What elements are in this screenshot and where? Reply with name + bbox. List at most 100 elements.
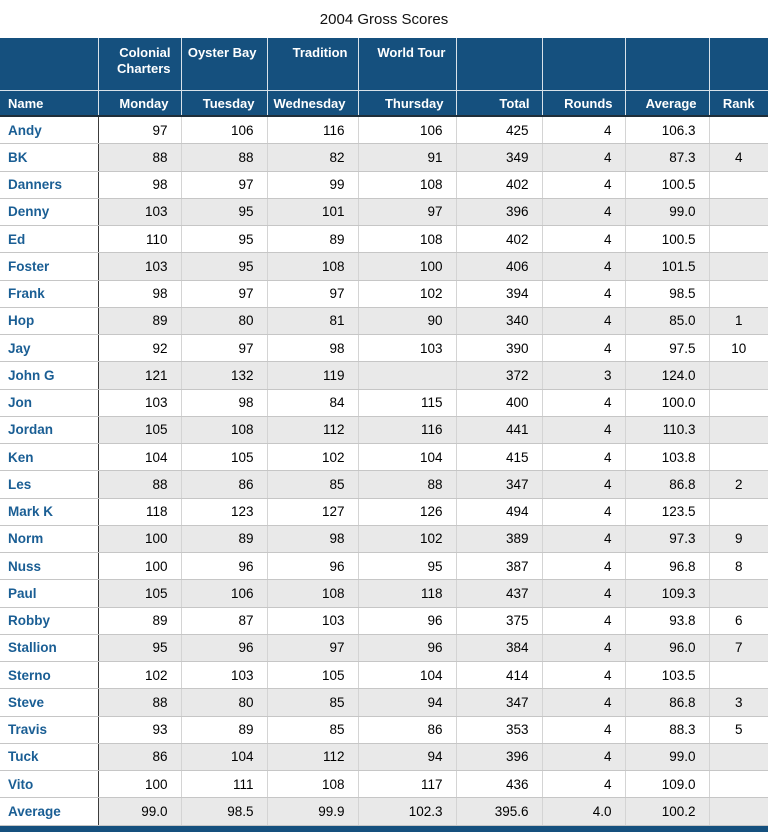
player-name-link[interactable]: Steve [0,688,99,717]
player-name-link[interactable]: John G [0,361,99,390]
player-name-link[interactable]: Danners [0,171,99,199]
average-value: 86.8 [625,688,710,717]
tuesday-value: 89 [181,716,268,744]
rank-value [709,579,768,608]
monday-value: 88 [98,688,182,717]
rounds-value: 4 [542,334,626,363]
blank-course-header [455,38,543,91]
monday-value: 88 [98,143,182,172]
player-name-link[interactable]: Ken [0,443,99,472]
column-header-name: Name [0,90,99,117]
player-name-link[interactable]: Hop [0,307,99,336]
average-value: 100.5 [625,171,710,199]
player-name-link[interactable]: BK [0,143,99,172]
total-value: 353 [456,716,543,744]
thursday-value: 102 [358,280,457,308]
total-value: 436 [456,770,543,799]
rank-value [709,116,768,145]
player-name-link[interactable]: Tuck [0,743,99,772]
column-header-wednesday: Wednesday [266,90,359,117]
monday-value: 121 [98,361,182,390]
rounds-value: 4 [542,498,626,526]
player-name-link[interactable]: Ed [0,225,99,254]
monday-value: 93 [98,716,182,744]
player-name-link[interactable]: Jon [0,389,99,417]
tuesday-value: 96 [181,634,268,663]
tuesday-value: 96 [181,552,268,581]
player-name-link[interactable]: Sterno [0,661,99,690]
player-row: Danners 98 97 99 108 402 4 100.5 [0,171,768,199]
tuesday-value: 80 [181,688,268,717]
total-value: 372 [456,361,543,390]
player-row: Nuss 100 96 96 95 387 4 96.8 8 [0,552,768,581]
rounds-value: 4 [542,525,626,554]
thursday-value: 106 [358,116,457,145]
total-value: 396 [456,743,543,772]
blank-course-header [541,38,626,91]
tuesday-value: 105 [181,443,268,472]
total-value: 402 [456,225,543,254]
player-name-link[interactable]: Stallion [0,634,99,663]
rounds-value: 4 [542,552,626,581]
monday-value: 100 [98,552,182,581]
rank-value [709,770,768,799]
player-name-link[interactable]: Paul [0,579,99,608]
player-name-link[interactable]: Vito [0,770,99,799]
player-row: Jordan 105 108 112 116 441 4 110.3 [0,416,768,445]
total-value: 414 [456,661,543,690]
rounds-value: 4 [542,661,626,690]
rounds-value: 4 [542,416,626,445]
player-row: John G 121 132 119 372 3 124.0 [0,361,768,390]
column-header-monday: Monday [97,90,182,117]
player-name-link[interactable]: Andy [0,116,99,145]
wednesday-value: 105 [267,661,359,690]
average-value: 109.0 [625,770,710,799]
player-row: Vito 100 111 108 117 436 4 109.0 [0,770,768,799]
player-name-link[interactable]: Norm [0,525,99,554]
tuesday-value: 80 [181,307,268,336]
thursday-value: 104 [358,443,457,472]
player-name-link[interactable]: Les [0,470,99,499]
wednesday-value: 85 [267,470,359,499]
player-name-link[interactable]: Robby [0,607,99,635]
average-value: 100.5 [625,225,710,254]
player-name-link[interactable]: Jordan [0,416,99,445]
rank-value [709,443,768,472]
course-header-oyster-bay: Oyster Bay [180,38,268,91]
player-name-link[interactable]: Frank [0,280,99,308]
player-name-link[interactable]: Nuss [0,552,99,581]
wednesday-value: 108 [267,579,359,608]
monday-value: 88 [98,470,182,499]
average-value: 86.8 [625,470,710,499]
player-row: Steve 88 80 85 94 347 4 86.8 3 [0,688,768,717]
player-row: Ken 104 105 102 104 415 4 103.8 [0,443,768,472]
rank-value [709,361,768,390]
player-row: Foster 103 95 108 100 406 4 101.5 [0,252,768,281]
thursday-value: 102 [358,525,457,554]
tuesday-value: 95 [181,225,268,254]
player-name-link[interactable]: Denny [0,198,99,227]
tuesday-value: 106 [181,579,268,608]
tuesday-value: 97 [181,334,268,363]
wednesday-value: 108 [267,770,359,799]
player-name-link[interactable]: Jay [0,334,99,363]
rounds-value: 4 [542,116,626,145]
rank-value [709,280,768,308]
player-name-link[interactable]: Foster [0,252,99,281]
thursday-value: 94 [358,743,457,772]
tuesday-value: 89 [181,525,268,554]
rank-value: 1 [709,307,768,336]
player-row: Denny 103 95 101 97 396 4 99.0 [0,198,768,227]
player-name-link[interactable]: Travis [0,716,99,744]
thursday-value: 102.3 [358,797,457,826]
monday-value: 103 [98,252,182,281]
average-value: 100.2 [625,797,710,826]
wednesday-value: 85 [267,716,359,744]
wednesday-value: 96 [267,552,359,581]
monday-value: 92 [98,334,182,363]
player-name-link[interactable]: Mark K [0,498,99,526]
thursday-value: 126 [358,498,457,526]
monday-value: 98 [98,171,182,199]
wednesday-value: 98 [267,334,359,363]
tuesday-value: 87 [181,607,268,635]
